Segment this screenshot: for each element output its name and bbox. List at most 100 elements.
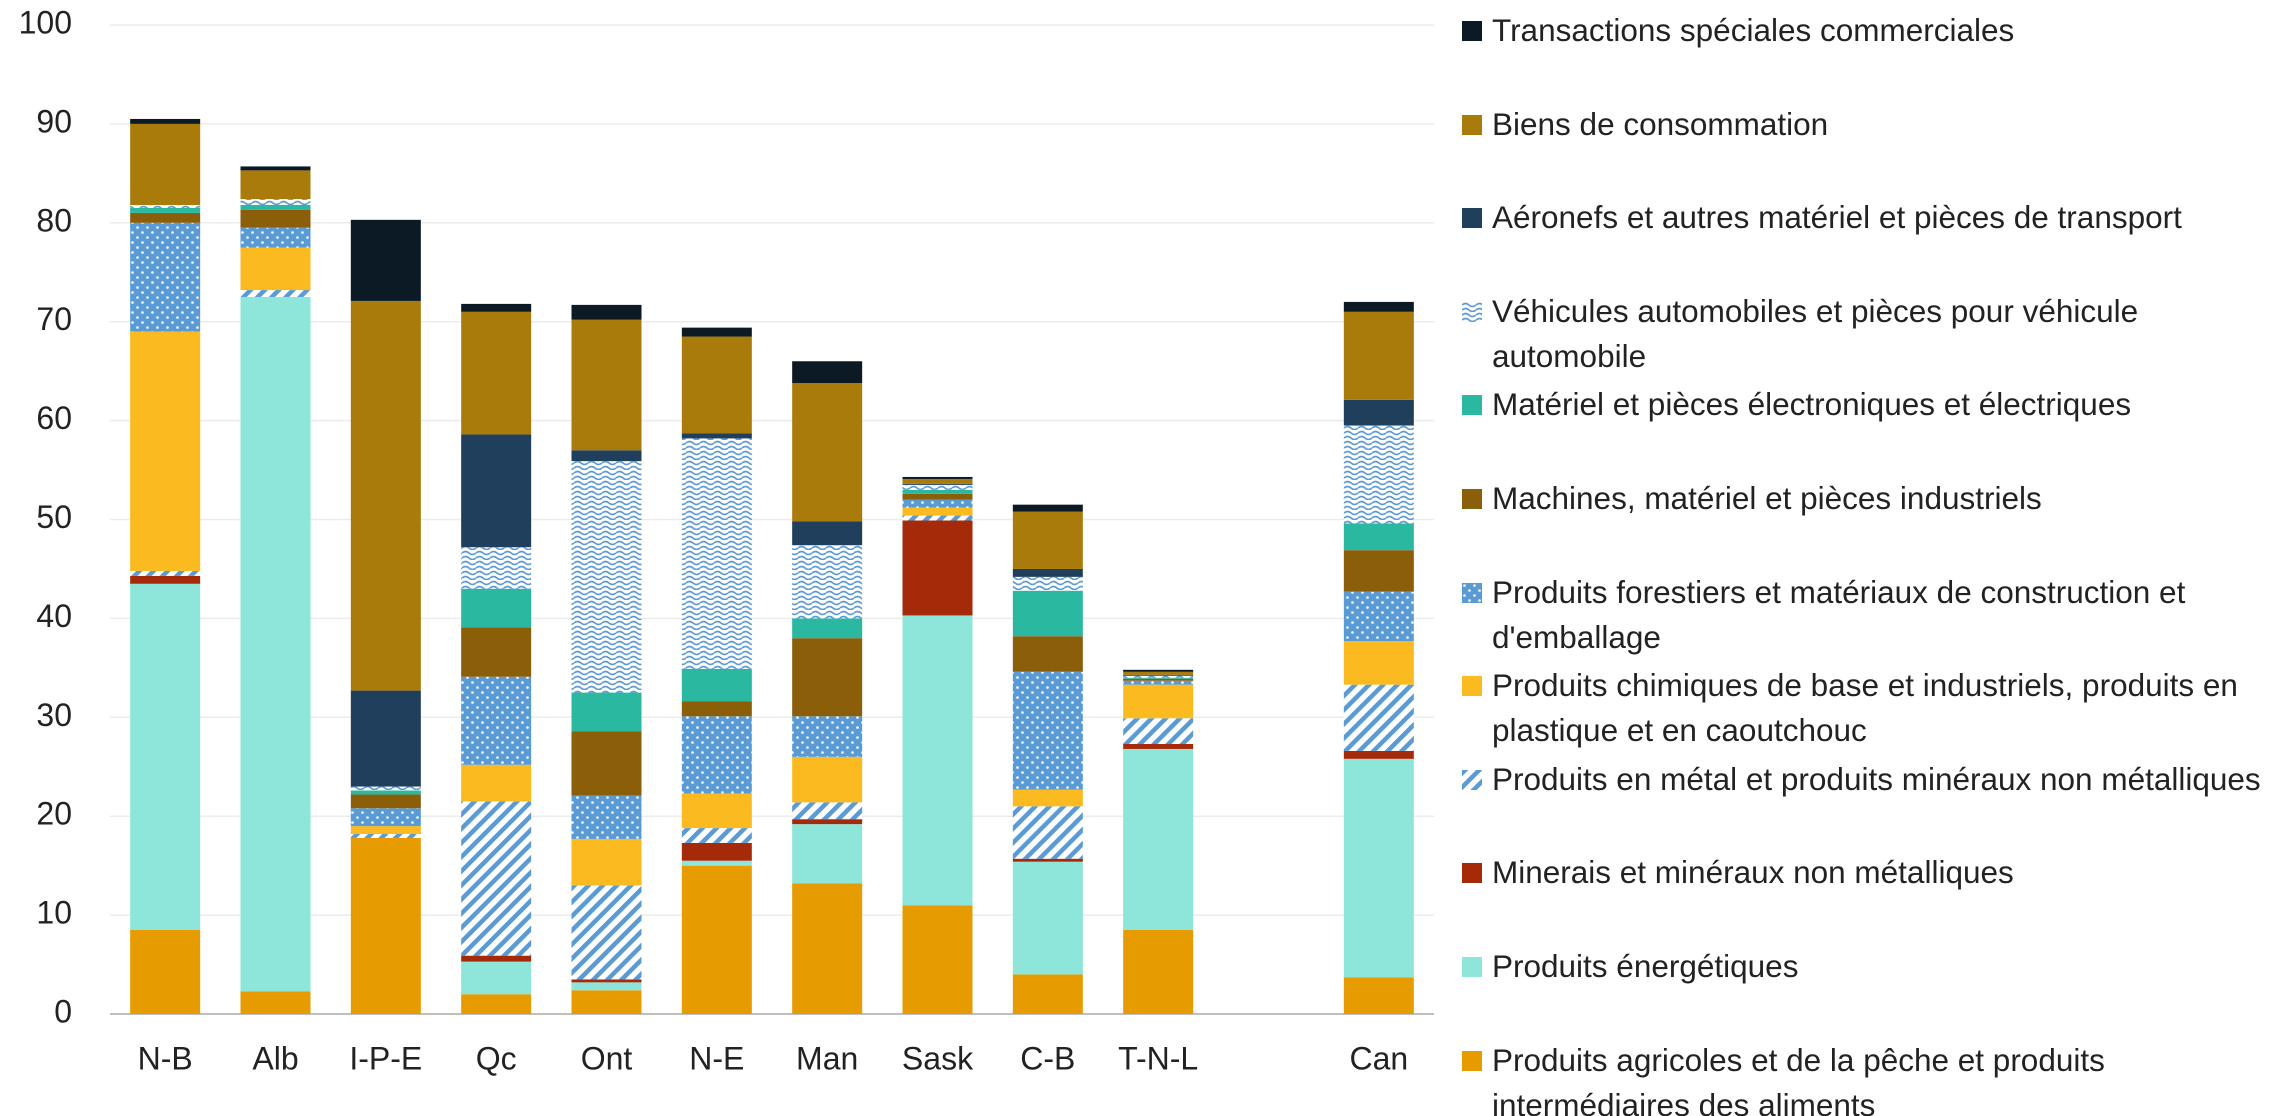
bar-segment	[902, 483, 973, 485]
bar-segment	[792, 756, 863, 803]
bar-segment	[461, 961, 532, 995]
bar-segment	[350, 786, 421, 791]
bar-segment	[571, 795, 642, 839]
bar-segment	[681, 668, 752, 702]
bar-segment	[461, 994, 532, 1014]
legend-item: Aéronefs et autres matériel et pièces de…	[1462, 195, 2277, 240]
bar-segment	[902, 905, 973, 1014]
bar-segment	[681, 828, 752, 843]
bar-segment	[350, 300, 421, 691]
x-tick-label: C-B	[1020, 1040, 1075, 1076]
legend-marker	[1462, 489, 1482, 509]
bar-segment	[1343, 399, 1414, 426]
legend-item: Produits énergétiques	[1462, 944, 2277, 989]
y-tick-label: 80	[36, 202, 72, 238]
x-tick-label: N-E	[689, 1040, 744, 1076]
bar-segment	[571, 982, 642, 991]
bar-segment	[681, 701, 752, 717]
bar-segment	[461, 311, 532, 435]
bar-segment	[571, 304, 642, 320]
y-tick-label: 100	[19, 4, 72, 40]
legend-marker	[1462, 582, 1482, 603]
bar-segment	[1343, 591, 1414, 642]
bar-segment	[792, 883, 863, 1014]
legend-item: Produits forestiers et matériaux de cons…	[1462, 570, 2277, 660]
bar-segment	[681, 716, 752, 794]
bar-segment	[1343, 311, 1414, 400]
legend-label: Produits énergétiques	[1492, 948, 1799, 984]
bar-segment	[461, 547, 532, 589]
bar-segment	[1123, 718, 1194, 745]
bar-segment	[130, 123, 201, 205]
bar-segment	[350, 790, 421, 795]
bar-segment	[681, 327, 752, 337]
legend-marker	[1462, 676, 1482, 697]
bar-segment	[681, 865, 752, 1014]
bar-segment	[1123, 678, 1194, 681]
bar-segment	[1012, 861, 1083, 975]
bar-segment	[1343, 301, 1414, 312]
bar-segment	[240, 991, 311, 1014]
x-tick-label: Can	[1349, 1040, 1408, 1076]
bar-segment	[792, 824, 863, 884]
bar-segment	[1123, 674, 1194, 676]
x-tick-label: Sask	[902, 1040, 974, 1076]
bar-segment	[792, 618, 863, 639]
bar-segment	[792, 361, 863, 384]
bar-segment	[461, 801, 532, 956]
bar-segment	[1123, 677, 1194, 679]
bar-segment	[130, 570, 201, 576]
bar-segment	[902, 476, 973, 479]
legend-item: Minerais et minéraux non métalliques	[1462, 850, 2277, 895]
bar-segment	[1123, 669, 1194, 672]
bar-segment	[571, 990, 642, 1014]
bar-segment	[681, 336, 752, 434]
bar-segment	[1343, 550, 1414, 592]
legend-label: Aéronefs et autres matériel et pièces de…	[1492, 199, 2182, 236]
bar-segment	[240, 247, 311, 291]
y-tick-label: 60	[36, 400, 72, 436]
bar-segment	[1012, 974, 1083, 1014]
bar-segment	[130, 929, 201, 1014]
bar-segment	[902, 515, 973, 521]
bar-segment	[1343, 750, 1414, 759]
legend-label: Véhicules automobiles et pièces pour véh…	[1492, 292, 2139, 374]
x-tick-label: T-N-L	[1118, 1040, 1198, 1076]
bar-segment	[350, 794, 421, 809]
bar-segment	[571, 979, 642, 983]
bar-segment	[681, 433, 752, 439]
bar-segment	[461, 676, 532, 765]
legend-label: Produits chimiques de base et industriel…	[1492, 667, 2238, 749]
bar-segment	[240, 170, 311, 200]
bar-segment	[240, 227, 311, 248]
bar-segment	[1012, 576, 1083, 591]
x-tick-label: Qc	[476, 1040, 517, 1076]
bar-segment	[130, 575, 201, 584]
bar-segment	[792, 716, 863, 757]
bar-segment	[1012, 590, 1083, 637]
bar-segment	[461, 627, 532, 677]
legend-marker	[1462, 957, 1482, 977]
legend-label: Machines, matériel et pièces industriels	[1492, 480, 2042, 516]
y-tick-label: 10	[36, 895, 72, 931]
legend-item: Transactions spéciales commerciales	[1462, 8, 2277, 53]
legend-marker	[1462, 769, 1482, 790]
bar-segment	[130, 118, 201, 124]
legend-item: Biens de consommation	[1462, 102, 2277, 147]
bar-segment	[461, 588, 532, 628]
legend-item: Produits chimiques de base et industriel…	[1462, 663, 2277, 753]
bar-segment	[902, 499, 973, 508]
bar-segment	[240, 166, 311, 171]
legend-item: Produits agricoles et de la pêche et pro…	[1462, 1038, 2277, 1116]
bar-segment	[792, 638, 863, 717]
bar-segment	[240, 204, 311, 210]
legend-marker	[1462, 208, 1482, 229]
bar-segment	[571, 450, 642, 462]
bar-segment	[240, 209, 311, 228]
y-tick-label: 0	[54, 993, 72, 1029]
bar-segment	[130, 207, 201, 213]
legend-item: Matériel et pièces électroniques et élec…	[1462, 382, 2277, 427]
bar-segment	[1123, 684, 1194, 719]
legend-marker	[1462, 21, 1482, 41]
legend-label: Transactions spéciales commerciales	[1492, 12, 2015, 48]
